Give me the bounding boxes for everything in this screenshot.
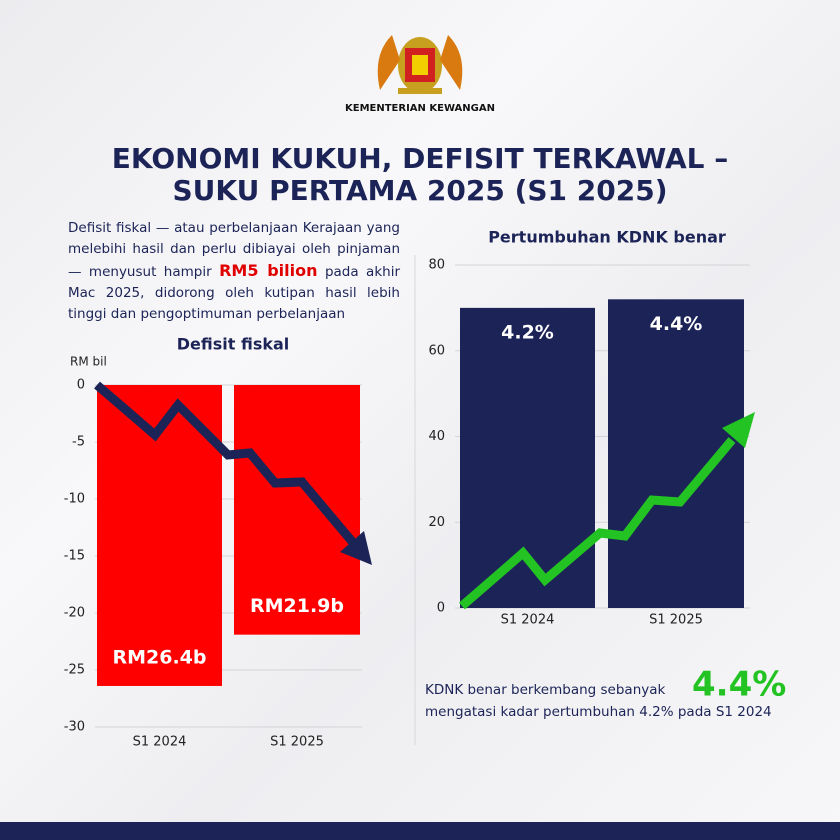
y-tick-label: 0 [77, 378, 85, 393]
title-line: EKONOMI KUKUH, DEFISIT TERKAWAL – [112, 142, 728, 175]
bar-text: 4.2% [501, 321, 554, 343]
y-tick-label: -30 [64, 720, 85, 735]
org-name: KEMENTERIAN KEWANGAN [345, 103, 495, 114]
y-tick-label: -20 [64, 606, 85, 621]
intro-text: Defisit fiskal — atau perbelanjaan Keraj… [68, 220, 400, 280]
intro-paragraph: Defisit fiskal — atau perbelanjaan Keraj… [68, 218, 400, 325]
y-tick-label: 0 [437, 601, 445, 616]
arrow-head [340, 531, 372, 565]
value-label: RM26.4b [112, 646, 206, 668]
bar [234, 385, 360, 635]
footnote-text: mengatasi kadar pertumbuhan 4.2% pada S1… [425, 704, 772, 720]
y-tick-label: 60 [428, 343, 445, 358]
chart-title: Pertumbuhan KDNK benar [488, 228, 726, 247]
y-tick-label: -5 [72, 435, 85, 450]
footnote-text: KDNK benar berkembang sebanyak [425, 682, 666, 698]
chart-title: Defisit fiskal [177, 335, 290, 354]
x-tick-label: S1 2025 [270, 735, 324, 750]
title-line: SUKU PERTAMA 2025 (S1 2025) [172, 174, 667, 207]
y-tick-label: -15 [64, 549, 85, 564]
x-tick-label: S1 2024 [133, 735, 187, 750]
x-tick-label: S1 2025 [649, 613, 703, 628]
y-tick-label: -25 [64, 663, 85, 678]
y-tick-label: 20 [428, 515, 445, 530]
value-label: RM21.9b [250, 595, 344, 617]
footer-band [0, 822, 840, 840]
x-tick-label: S1 2024 [501, 613, 555, 628]
y-tick-label: 40 [428, 429, 445, 444]
bar-text: 4.4% [650, 313, 703, 335]
y-tick-label: 80 [428, 258, 445, 273]
y-axis-label: RM bil [70, 355, 107, 369]
trend-arrow [459, 437, 736, 610]
trend-arrow [94, 381, 359, 548]
footnote-highlight: 4.4% [692, 665, 786, 705]
intro-highlight: RM5 bilion [219, 261, 318, 280]
y-tick-label: -10 [64, 492, 85, 507]
emblem [377, 35, 463, 94]
intro-text: pada akhir Mac 2025, didorong oleh kutip… [68, 264, 401, 322]
arrow-head [722, 412, 755, 448]
